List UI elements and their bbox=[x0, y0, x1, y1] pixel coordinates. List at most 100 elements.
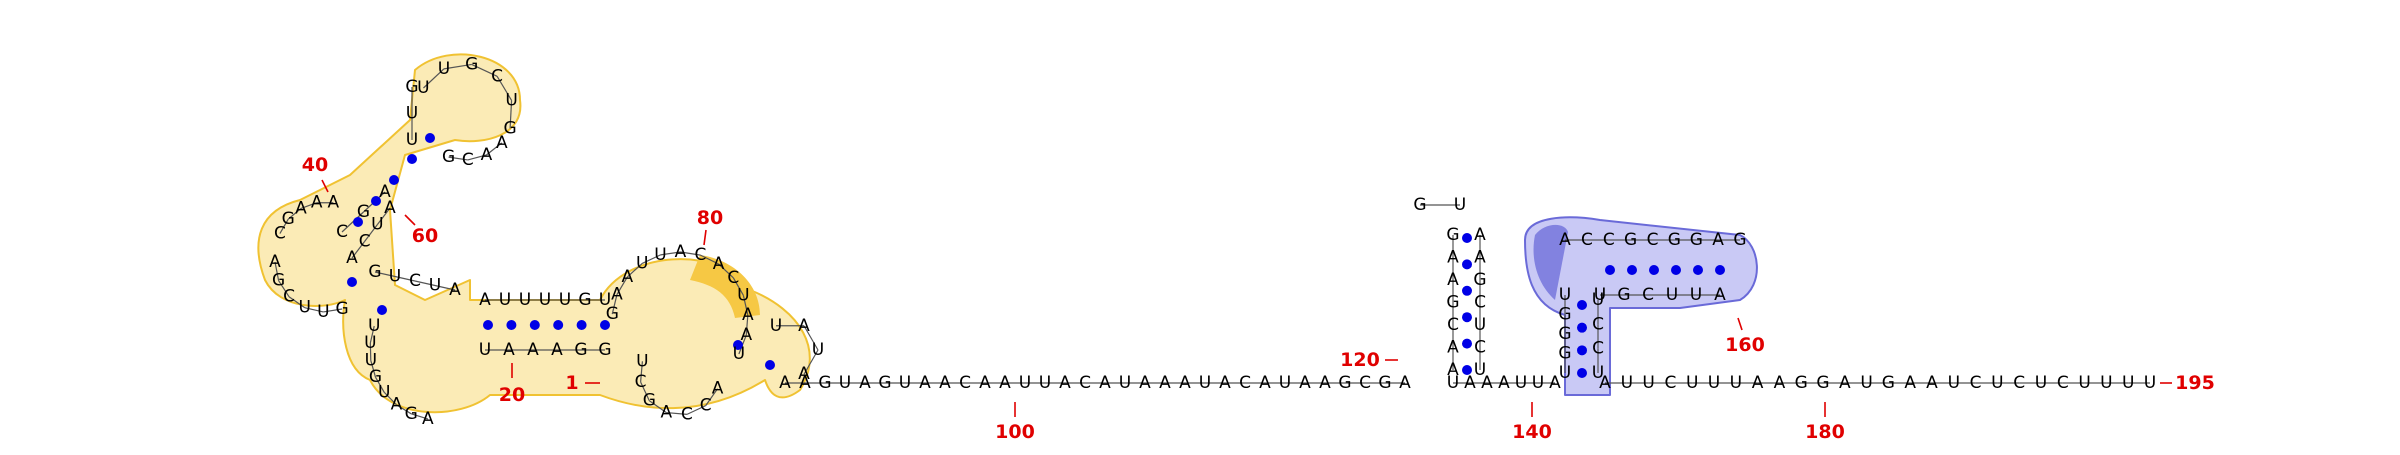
bottom-loop-nt: U bbox=[368, 316, 380, 336]
tail-b-nt: U bbox=[1991, 373, 2003, 393]
hp2-right-nt: C bbox=[1592, 314, 1604, 334]
tail-b-nt: U bbox=[2078, 373, 2090, 393]
loop-80-nt: A bbox=[740, 325, 752, 345]
first-stem-3p-nt: A bbox=[551, 340, 563, 360]
pk-loop-nt: C bbox=[635, 372, 647, 392]
hp120-stem-pair bbox=[1462, 365, 1472, 375]
tail-b-nt: U bbox=[1860, 373, 1872, 393]
linker-nt: U bbox=[1515, 373, 1527, 393]
tail-b-nt: U bbox=[1621, 373, 1633, 393]
hp120-loop-nt: G bbox=[1413, 195, 1426, 215]
pk-loop-nt: A bbox=[660, 403, 672, 423]
small-loop-nt: U bbox=[770, 316, 782, 336]
position-number: 100 bbox=[995, 421, 1035, 443]
first-stem-pair bbox=[529, 320, 540, 330]
first-stem-5p-nt: U bbox=[559, 290, 571, 310]
tail-a-nt: A bbox=[1099, 373, 1111, 393]
tail-a-nt: A bbox=[799, 373, 811, 393]
loop-80-nt: A bbox=[713, 254, 725, 274]
loop-top-nt: U bbox=[438, 59, 450, 79]
left-loop-a-nt: A bbox=[311, 193, 323, 213]
small-loop-nt: A bbox=[798, 316, 810, 336]
hp2-arm-pair bbox=[1715, 265, 1725, 275]
hp2-arm-top-nt: C bbox=[1581, 230, 1593, 250]
loop-80-nt: C bbox=[727, 268, 739, 288]
first-stem-5p-nt: U bbox=[499, 290, 511, 310]
backbone-link bbox=[274, 261, 280, 281]
backbone-link bbox=[700, 254, 719, 265]
tail-b-nt: A bbox=[1839, 373, 1851, 393]
tail-a-nt: A bbox=[1399, 373, 1411, 393]
position-number: 40 bbox=[302, 154, 328, 176]
hp120-left-nt: G bbox=[1446, 225, 1459, 245]
hp120-right-nt: C bbox=[1474, 338, 1486, 358]
upper-stem-pair bbox=[407, 154, 417, 164]
backbone-link bbox=[705, 388, 719, 406]
backbone-link bbox=[434, 284, 456, 291]
loop-80-nt: G bbox=[606, 304, 619, 324]
bottom-loop-nt: U bbox=[365, 350, 377, 370]
left-loop-b-nt: U bbox=[317, 302, 329, 322]
backbone-link bbox=[323, 308, 343, 313]
backbone-link bbox=[732, 277, 744, 296]
tail-b-nt: U bbox=[1730, 373, 1742, 393]
backbone-link bbox=[394, 275, 416, 282]
backbone-link bbox=[383, 391, 397, 406]
hp2-arm-bottom-nt: G bbox=[1617, 285, 1630, 305]
hp120-right-nt: A bbox=[1474, 225, 1486, 245]
backbone-link bbox=[686, 405, 706, 415]
backbone-link bbox=[660, 251, 681, 256]
position-number: 160 bbox=[1725, 334, 1765, 356]
loop-80-nt: A bbox=[742, 305, 754, 325]
first-stem-pair bbox=[576, 320, 587, 330]
hp2-arm-top-nt: C bbox=[1647, 230, 1659, 250]
loop-top-nt: U bbox=[505, 90, 517, 110]
tail-a-nt: A bbox=[1139, 373, 1151, 393]
hp2-stem-pair bbox=[1577, 345, 1587, 356]
backbone-link bbox=[803, 325, 819, 351]
tail-b-nt: U bbox=[1686, 373, 1698, 393]
backbone-link bbox=[467, 154, 487, 161]
region-1-dark bbox=[690, 255, 760, 318]
backbone-link bbox=[448, 156, 468, 161]
backbone-link bbox=[279, 218, 289, 234]
hp120-stem-pair bbox=[1462, 259, 1472, 270]
first-stem-3p-nt: G bbox=[598, 340, 611, 360]
mid-strand-nt: G bbox=[368, 262, 381, 282]
tail-b-nt: U bbox=[2100, 373, 2112, 393]
left-loop-b-nt: G bbox=[336, 299, 349, 319]
tail-a-nt: C bbox=[1239, 373, 1251, 393]
mid-strand-nt: U bbox=[389, 267, 401, 287]
loop-top-nt: C bbox=[491, 66, 503, 86]
backbone-link bbox=[641, 254, 661, 265]
backbone-link bbox=[803, 349, 819, 375]
first-stem-pair bbox=[506, 320, 517, 330]
loop-top-nt: G bbox=[465, 55, 478, 75]
backbone-link bbox=[351, 240, 366, 259]
hp2-right-nt: U bbox=[1592, 290, 1604, 310]
hp2-arm-top-nt: A bbox=[1712, 230, 1724, 250]
hp2-arm-top-nt: A bbox=[1559, 230, 1571, 250]
backbone-link bbox=[411, 413, 429, 420]
backbone-link bbox=[364, 224, 378, 242]
hp120-left-nt: A bbox=[1447, 270, 1459, 290]
first-stem-3p-nt: G bbox=[574, 340, 587, 360]
bottom-loop-nt: U bbox=[364, 333, 376, 353]
hp2-stem-pair bbox=[1577, 322, 1587, 333]
loop-top-nt: G bbox=[504, 118, 517, 138]
pk-loop-nt: C bbox=[700, 396, 712, 416]
stem-left-nt: G bbox=[357, 202, 370, 222]
hp2-arm-bottom-nt: U bbox=[1594, 285, 1606, 305]
first-stem-5p-nt: U bbox=[539, 290, 551, 310]
tail-b-nt: G bbox=[1816, 373, 1829, 393]
hp2-arm-pair bbox=[1605, 265, 1615, 275]
hp2-left-nt: G bbox=[1558, 324, 1571, 344]
hp120-stem-pair bbox=[1462, 338, 1472, 349]
stem-left-nt: C bbox=[336, 222, 348, 242]
left-loop-b-nt: U bbox=[298, 298, 310, 318]
hp2-left-nt: G bbox=[1558, 344, 1571, 364]
linker-nt: A bbox=[1464, 373, 1476, 393]
hp2-arm-pair bbox=[1693, 265, 1703, 275]
position-number: 140 bbox=[1512, 421, 1552, 443]
